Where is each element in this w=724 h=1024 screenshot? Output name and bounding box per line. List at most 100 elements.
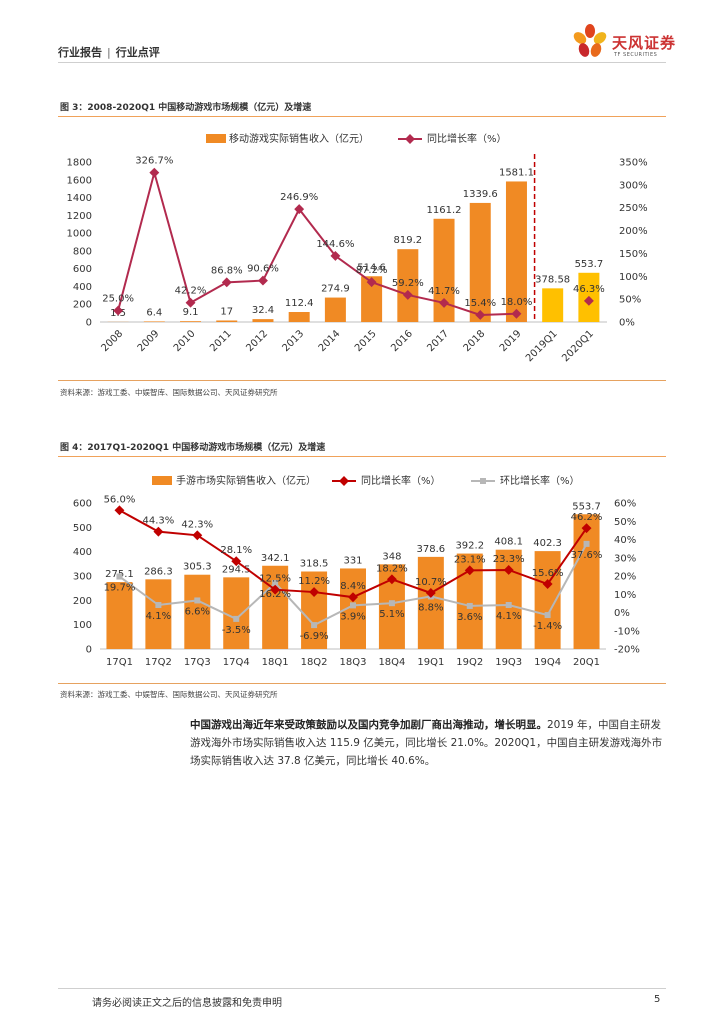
header-category: 行业报告 xyxy=(58,46,102,59)
body-paragraph: 中国游戏出海近年来受政策鼓励以及国内竞争加剧厂商出海推动，增长明显。2019 年… xyxy=(190,716,666,770)
page-number: 5 xyxy=(654,994,661,1005)
bar-label-17Q4: 294.5 xyxy=(222,564,251,575)
left-axis-tick: 200 xyxy=(73,596,92,607)
left-axis-tick: 100 xyxy=(73,620,92,631)
x-tick-2018: 2018 xyxy=(462,328,488,354)
flower-logo-icon xyxy=(573,24,607,57)
growth-label-2009: 326.7% xyxy=(135,156,173,167)
bar-2019Q1 xyxy=(542,288,564,322)
x-tick-2014: 2014 xyxy=(317,328,343,354)
right-axis-tick: 60% xyxy=(614,499,636,510)
bar-19Q1 xyxy=(417,556,444,649)
bar-18Q1 xyxy=(262,565,289,649)
qoq-point-17Q2 xyxy=(155,602,162,609)
x-tick-2008: 2008 xyxy=(99,328,125,354)
x-tick-19Q2: 19Q2 xyxy=(456,657,483,668)
yoy-label-19Q4: 15.6% xyxy=(532,568,564,579)
x-tick-18Q1: 18Q1 xyxy=(262,657,289,668)
left-axis-tick: 1200 xyxy=(67,211,92,222)
yoy-point-17Q3 xyxy=(192,530,203,541)
x-tick-2011: 2011 xyxy=(208,328,234,354)
bar-label-19Q2: 392.2 xyxy=(455,541,484,552)
x-tick-19Q3: 19Q3 xyxy=(495,657,522,668)
left-axis-tick: 800 xyxy=(73,246,92,257)
right-axis-tick: 30% xyxy=(614,553,636,564)
yoy-label-17Q3: 42.3% xyxy=(181,519,213,530)
bar-label-2017: 1161.2 xyxy=(427,205,462,216)
growth-label-2016: 59.2% xyxy=(392,278,424,289)
yoy-label-18Q2: 11.2% xyxy=(298,576,330,587)
left-axis-tick: 600 xyxy=(73,499,92,510)
qoq-label-20Q1: 37.6% xyxy=(571,550,603,561)
x-tick-2019: 2019 xyxy=(498,328,524,354)
qoq-label-18Q2: -6.9% xyxy=(300,631,329,642)
figure3-rule xyxy=(58,116,666,117)
chart-quarterly-market-size: 手游市场实际销售收入（亿元） 同比增长率（%） 环比增长率（%） 0 100 200 300… xyxy=(73,474,640,668)
right-axis-tick: 10% xyxy=(614,590,636,601)
growth-label-2017: 41.7% xyxy=(428,286,460,297)
figure3-source-rule xyxy=(58,380,666,381)
bar-17Q4 xyxy=(223,577,250,649)
x-tick-2017: 2017 xyxy=(425,328,451,354)
bar-label-2013: 112.4 xyxy=(285,298,314,309)
header-subcategory: 行业点评 xyxy=(115,46,160,59)
yoy-label-17Q2: 44.3% xyxy=(142,516,174,527)
bar-label-2011: 17 xyxy=(220,306,233,317)
x-tick-18Q2: 18Q2 xyxy=(301,657,328,668)
bar-label-18Q4: 348 xyxy=(382,551,401,562)
bar-label-2016: 819.2 xyxy=(394,235,423,246)
growth-point-2019 xyxy=(511,308,522,319)
bar-17Q1 xyxy=(106,582,133,649)
left-axis-tick: 1600 xyxy=(67,175,92,186)
yoy-label-17Q4: 28.1% xyxy=(220,545,252,556)
bar-2015 xyxy=(361,276,383,322)
growth-point-2010 xyxy=(185,297,196,308)
growth-point-2020Q1 xyxy=(583,295,594,306)
bar-2017 xyxy=(433,218,455,322)
bar-label-20Q1: 553.7 xyxy=(572,501,601,512)
growth-point-2016 xyxy=(402,289,413,300)
left-axis-tick: 500 xyxy=(73,523,92,534)
growth-point-2011 xyxy=(221,277,232,288)
bar-label-2009: 6.4 xyxy=(146,307,162,318)
growth-label-2014: 144.6% xyxy=(316,239,354,250)
yoy-label-17Q1: 56.0% xyxy=(104,494,136,505)
qoq-label-19Q3: 4.1% xyxy=(496,611,521,622)
x-tick-17Q1: 17Q1 xyxy=(106,657,133,668)
qoq-point-18Q1 xyxy=(272,579,279,586)
chart-annual-market-size: 移动游戏实际销售收入（亿元） 同比增长率（%） 0 200 400 600 800 1000 1… xyxy=(67,132,648,364)
qoq-label-17Q3: 6.6% xyxy=(185,606,210,617)
right-axis-tick: 0% xyxy=(614,608,630,619)
yoy-point-17Q1 xyxy=(114,505,125,516)
yoy-point-20Q1 xyxy=(581,523,592,534)
bar-label-2018: 1339.6 xyxy=(463,189,498,200)
bar-2014 xyxy=(324,297,346,322)
qoq-point-19Q4 xyxy=(544,612,551,619)
right-axis-tick: 150% xyxy=(619,249,648,260)
right-axis-tick: 300% xyxy=(619,180,648,191)
qoq-label-17Q2: 4.1% xyxy=(146,611,171,622)
bar-label-2010: 9.1 xyxy=(183,307,199,318)
qoq-label-18Q3: 3.9% xyxy=(340,611,365,622)
left-axis-tick: 1400 xyxy=(67,193,92,204)
yoy-label-18Q1: 12.5% xyxy=(259,574,291,585)
left-axis-tick: 1800 xyxy=(67,158,92,169)
x-tick-2016: 2016 xyxy=(389,328,415,354)
bar-17Q3 xyxy=(184,574,211,649)
bar-label-18Q1: 342.1 xyxy=(261,553,290,564)
right-axis-tick: 250% xyxy=(619,203,648,214)
legend-qoq-label: 环比增长率（%） xyxy=(500,474,580,487)
bar-label-19Q3: 408.1 xyxy=(494,537,523,548)
bar-2012 xyxy=(252,319,274,322)
left-axis-tick: 0 xyxy=(86,645,92,656)
legend-line-marker xyxy=(405,134,415,144)
bar-2010 xyxy=(180,321,202,322)
yoy-point-18Q1 xyxy=(270,584,281,595)
body-detail: 2019 年，中国自主研发游戏海外市场实际销售收入达 115.9 亿美元，同比增… xyxy=(190,719,663,767)
qoq-label-18Q4: 5.1% xyxy=(379,609,404,620)
x-tick-18Q4: 18Q4 xyxy=(378,657,405,668)
growth-point-2012 xyxy=(258,275,268,286)
legend-bar-swatch xyxy=(206,134,226,143)
growth-label-2019: 18.0% xyxy=(501,297,533,308)
x-tick-18Q3: 18Q3 xyxy=(340,657,367,668)
